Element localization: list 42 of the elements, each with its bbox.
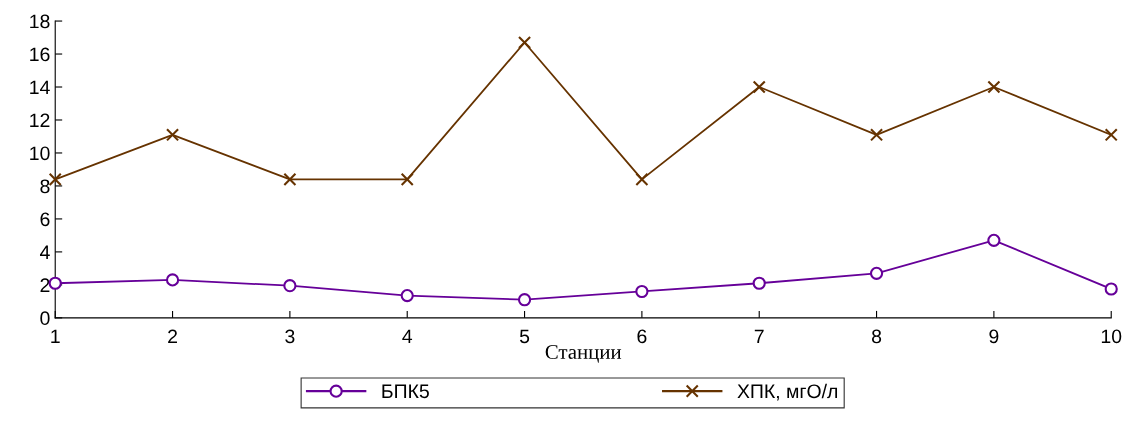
y-tick-label: 8: [40, 179, 50, 194]
point: [987, 80, 1001, 94]
point: [752, 80, 766, 94]
point: [635, 284, 649, 299]
point: [165, 128, 180, 142]
y-tick-label: 10: [30, 146, 50, 161]
point: [48, 172, 62, 186]
y-tick-label: 18: [30, 14, 50, 29]
x-tick-label: 5: [519, 329, 530, 344]
point: [1104, 128, 1118, 142]
point: [283, 279, 297, 293]
x-tick-label: 1: [51, 329, 60, 344]
point: [165, 273, 180, 287]
x-tick-label: 9: [989, 329, 999, 344]
point: [400, 172, 414, 186]
x-tick-label: 8: [871, 329, 882, 344]
y-tick-label: 16: [30, 47, 50, 62]
point: [283, 172, 297, 186]
x-tick-label: 3: [285, 329, 295, 344]
x-tick-label: 6: [637, 329, 647, 344]
point: [1104, 282, 1118, 296]
legend-label: ХПК, мгО/л: [737, 383, 838, 401]
point: [752, 276, 766, 290]
y-tick-label: 0: [40, 311, 50, 326]
x-tick-label: 10: [1101, 329, 1122, 344]
point: [987, 233, 1001, 247]
point: [869, 266, 884, 280]
point: [869, 128, 884, 142]
point: [517, 293, 532, 307]
point: [635, 172, 649, 186]
point: [400, 289, 414, 303]
legend-label: БПК5: [382, 384, 429, 399]
y-tick-label: 12: [30, 113, 50, 128]
point: [517, 35, 532, 50]
x-tick-label: 4: [402, 329, 413, 344]
y-tick-label: 2: [40, 278, 50, 292]
y-tick-label: 4: [40, 245, 50, 259]
y-tick-label: 14: [30, 80, 50, 95]
x-tick-label: 2: [168, 329, 177, 344]
x-tick-label: 7: [754, 329, 764, 344]
x-axis-title: Станции: [545, 344, 622, 363]
y-tick-label: 6: [40, 212, 50, 227]
